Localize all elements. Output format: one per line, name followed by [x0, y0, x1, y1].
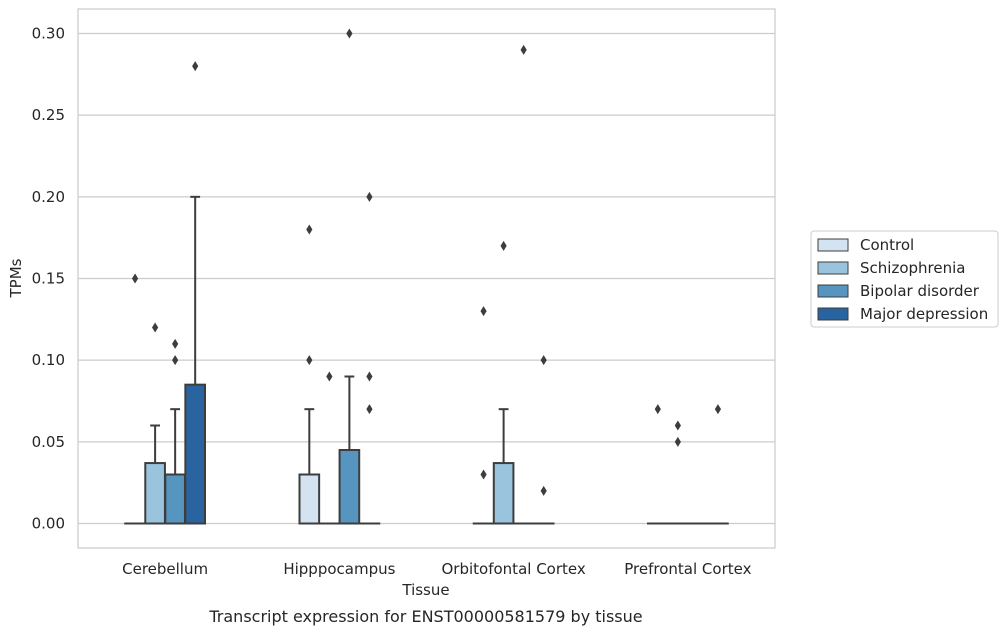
y-tick-label: 0.25 — [32, 106, 65, 124]
y-tick-label: 0.20 — [32, 188, 65, 206]
outlier-point — [480, 306, 487, 317]
box-control — [124, 273, 146, 525]
legend-label: Major depression — [860, 305, 988, 323]
y-tick-label: 0.00 — [32, 515, 65, 533]
outlier-point — [674, 436, 681, 447]
box-body — [144, 462, 166, 525]
outlier-point — [326, 371, 333, 382]
box-major-depression — [184, 61, 207, 525]
grid-lines — [78, 32, 775, 525]
x-tick-label: Cerebellum — [122, 560, 208, 578]
legend-label: Bipolar disorder — [860, 282, 980, 300]
outlier-point — [540, 485, 547, 496]
box-schizophrenia — [144, 322, 166, 525]
box-major-depression — [707, 404, 729, 525]
outlier-point — [500, 240, 507, 251]
legend-swatch — [817, 238, 849, 252]
outlier-point — [366, 191, 373, 202]
legend-swatch — [817, 307, 849, 321]
outlier-point — [366, 371, 373, 382]
y-axis-label: TPMs — [7, 258, 25, 298]
box-control — [646, 404, 669, 525]
box-bipolar-disorder — [512, 44, 535, 525]
outlier-point — [540, 355, 547, 366]
x-tick-label: Prefrontal Cortex — [624, 560, 751, 578]
outlier-point — [480, 469, 487, 480]
outlier-point — [192, 61, 199, 72]
y-tick-label: 0.05 — [32, 433, 65, 451]
box-schizophrenia — [318, 371, 341, 525]
x-tick-labels: Cerebellum Hipppocampus Orbitofontal Corte… — [122, 560, 751, 578]
outlier-point — [152, 322, 159, 333]
legend-label: Schizophrenia — [860, 259, 965, 277]
outlier-point — [520, 44, 527, 55]
legend-swatch — [817, 261, 849, 275]
y-tick-label: 0.10 — [32, 351, 65, 369]
legend-frame — [810, 230, 999, 328]
outlier-point — [366, 404, 373, 415]
legend-label: Control — [860, 236, 914, 254]
chart-caption: Transcript expression for ENST0000058157… — [208, 607, 642, 626]
outlier-point — [306, 355, 313, 366]
box-body — [164, 473, 186, 525]
box-body — [184, 383, 207, 525]
box-major-depression — [532, 355, 555, 525]
y-tick-label: 0.30 — [32, 25, 65, 43]
box-control — [472, 306, 495, 525]
box-bipolar-disorder — [164, 338, 186, 525]
outlier-point — [172, 355, 179, 366]
box-plot-series — [124, 28, 729, 525]
outlier-point — [654, 404, 661, 415]
box-schizophrenia — [492, 240, 515, 525]
x-axis-label: Tissue — [401, 581, 449, 599]
y-tick-label: 0.15 — [32, 270, 65, 288]
outlier-point — [131, 273, 139, 284]
outlier-point — [306, 224, 313, 235]
outlier-point — [346, 28, 353, 39]
outlier-point — [714, 404, 722, 415]
legend-swatch — [817, 284, 849, 298]
box-major-depression — [358, 191, 381, 525]
box-body — [298, 473, 321, 525]
box-schizophrenia — [667, 420, 689, 525]
x-tick-label: Orbitofontal Cortex — [442, 560, 586, 578]
box-body — [492, 462, 515, 525]
plot-frame — [77, 8, 776, 549]
y-tick-labels: 0.00 0.05 0.10 0.15 0.20 0.25 0.30 — [32, 25, 65, 533]
x-tick-label: Hipppocampus — [283, 560, 395, 578]
outlier-point — [674, 420, 681, 431]
outlier-point — [172, 338, 179, 349]
legend: Control Schizophrenia Bipolar disorder Majo… — [810, 230, 999, 328]
box-body — [338, 449, 361, 525]
box-control — [298, 224, 321, 525]
box-bipolar-disorder — [338, 28, 361, 525]
